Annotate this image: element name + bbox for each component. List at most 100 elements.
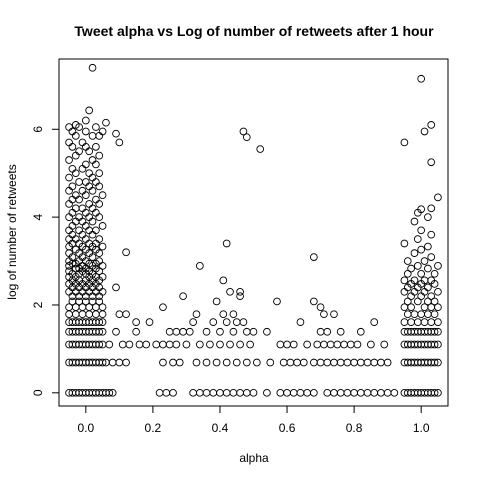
data-point	[430, 340, 439, 349]
data-point	[249, 388, 258, 397]
chart-title: Tweet alpha vs Log of number of retweets…	[74, 23, 434, 39]
data-point	[95, 327, 104, 336]
data-point	[410, 217, 419, 226]
data-point	[68, 164, 77, 173]
data-point	[434, 193, 442, 202]
data-point	[95, 297, 104, 306]
data-point	[370, 318, 379, 326]
data-point	[195, 262, 204, 270]
data-point	[299, 358, 308, 367]
data-point	[132, 318, 140, 326]
data-point	[417, 226, 426, 235]
data-point	[75, 226, 83, 235]
data-point	[222, 358, 231, 367]
data-point	[95, 340, 104, 349]
data-point	[256, 145, 265, 153]
data-points	[65, 63, 442, 397]
data-point	[219, 276, 228, 285]
data-point	[427, 158, 436, 167]
data-point	[242, 133, 251, 142]
data-point	[410, 276, 419, 285]
data-point	[65, 138, 73, 147]
data-point	[424, 213, 432, 221]
data-point	[122, 310, 130, 319]
data-point	[380, 340, 389, 349]
data-point	[249, 327, 258, 336]
data-point	[81, 160, 90, 169]
data-point	[427, 121, 436, 129]
data-point	[71, 121, 80, 129]
data-point	[212, 358, 221, 367]
data-point	[303, 340, 312, 349]
data-point	[242, 358, 251, 367]
data-point	[105, 340, 114, 349]
data-point	[427, 276, 436, 285]
y-tick-label: 2	[31, 301, 45, 308]
x-tick-label: 1.0	[413, 421, 430, 435]
data-point	[413, 235, 422, 243]
data-point	[112, 129, 120, 138]
data-point	[266, 358, 275, 367]
data-point	[216, 327, 224, 336]
data-point	[95, 151, 104, 160]
data-point	[192, 358, 201, 367]
data-point	[434, 388, 442, 397]
x-axis: 0.0 0.2 0.4 0.6 0.8 1.0	[77, 405, 430, 435]
data-point	[316, 303, 325, 312]
data-point	[132, 327, 140, 336]
data-point	[427, 253, 436, 261]
y-axis: 0 2 4 6	[31, 126, 60, 396]
data-point	[169, 388, 177, 397]
data-point	[189, 318, 197, 326]
data-point	[236, 287, 244, 296]
y-tick-label: 6	[31, 126, 45, 133]
data-point	[142, 340, 151, 349]
data-point	[98, 318, 107, 326]
data-point	[226, 340, 234, 349]
data-point	[430, 327, 439, 336]
data-point	[81, 127, 90, 136]
data-point	[81, 178, 90, 186]
data-point	[105, 388, 114, 397]
data-point	[434, 358, 442, 367]
data-point	[65, 267, 73, 276]
data-point	[92, 226, 100, 235]
data-point	[125, 340, 134, 349]
data-point	[434, 262, 442, 270]
data-point	[85, 200, 94, 208]
data-point	[65, 123, 73, 131]
data-point	[222, 239, 231, 248]
data-point	[185, 327, 194, 336]
data-point	[122, 248, 130, 257]
data-point	[390, 388, 399, 397]
data-point	[263, 327, 271, 336]
data-point	[195, 340, 204, 349]
x-tick-label: 0.0	[77, 421, 94, 435]
data-point	[430, 388, 439, 397]
data-point	[296, 318, 305, 326]
data-point	[212, 297, 221, 306]
data-point	[226, 287, 234, 296]
data-point	[75, 147, 83, 156]
data-point	[430, 310, 439, 319]
data-point	[424, 264, 432, 273]
data-point	[102, 118, 110, 127]
data-point	[407, 264, 415, 273]
data-point	[88, 156, 97, 164]
data-point	[98, 191, 107, 200]
data-point	[400, 138, 409, 147]
data-point	[239, 127, 248, 136]
data-point	[310, 297, 318, 306]
data-point	[71, 191, 80, 200]
data-point	[78, 204, 87, 213]
data-point	[92, 195, 100, 204]
data-point	[239, 318, 248, 326]
data-point	[236, 340, 244, 349]
data-point	[145, 318, 154, 326]
data-point	[75, 213, 83, 221]
data-point	[229, 310, 238, 319]
data-point	[115, 138, 124, 147]
data-point	[410, 249, 419, 257]
data-point	[434, 287, 442, 296]
